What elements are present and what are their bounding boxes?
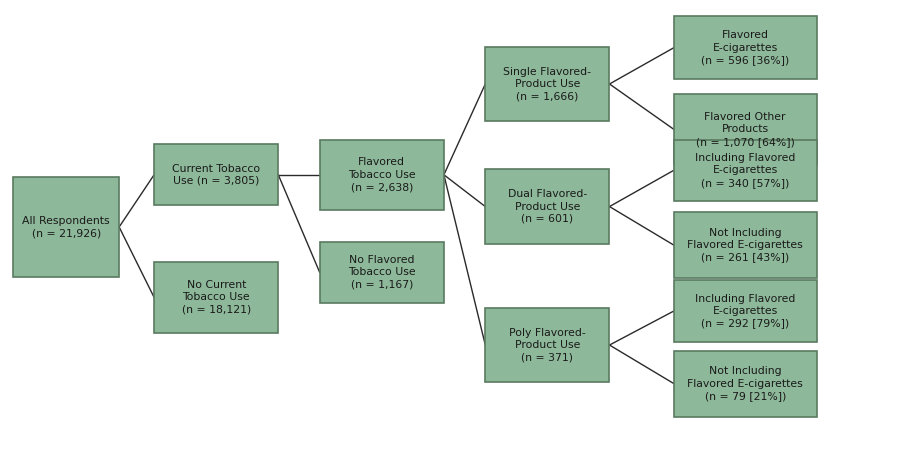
FancyBboxPatch shape [154, 262, 278, 332]
Text: Flavored
E-cigarettes
(n = 596 [36%]): Flavored E-cigarettes (n = 596 [36%]) [700, 30, 789, 65]
FancyBboxPatch shape [674, 280, 816, 341]
FancyBboxPatch shape [320, 140, 444, 210]
FancyBboxPatch shape [13, 177, 119, 277]
Text: Flavored Other
Products
(n = 1,070 [64%]): Flavored Other Products (n = 1,070 [64%]… [695, 112, 794, 147]
Text: Not Including
Flavored E-cigarettes
(n = 79 [21%]): Not Including Flavored E-cigarettes (n =… [686, 366, 802, 401]
FancyBboxPatch shape [674, 16, 816, 79]
FancyBboxPatch shape [674, 94, 816, 165]
Text: All Respondents
(n = 21,926): All Respondents (n = 21,926) [22, 216, 110, 238]
Text: Including Flavored
E-cigarettes
(n = 292 [79%]): Including Flavored E-cigarettes (n = 292… [694, 294, 795, 328]
Text: No Current
Tobacco Use
(n = 18,121): No Current Tobacco Use (n = 18,121) [181, 280, 251, 315]
Text: Poly Flavored-
Product Use
(n = 371): Poly Flavored- Product Use (n = 371) [508, 328, 585, 362]
Text: Including Flavored
E-cigarettes
(n = 340 [57%]): Including Flavored E-cigarettes (n = 340… [694, 153, 795, 188]
FancyBboxPatch shape [674, 140, 816, 201]
FancyBboxPatch shape [485, 46, 608, 122]
Text: Single Flavored-
Product Use
(n = 1,666): Single Flavored- Product Use (n = 1,666) [503, 67, 591, 101]
Text: Not Including
Flavored E-cigarettes
(n = 261 [43%]): Not Including Flavored E-cigarettes (n =… [686, 228, 802, 262]
Text: Dual Flavored-
Product Use
(n = 601): Dual Flavored- Product Use (n = 601) [507, 189, 586, 224]
FancyBboxPatch shape [674, 212, 816, 278]
FancyBboxPatch shape [485, 169, 608, 244]
FancyBboxPatch shape [485, 308, 608, 382]
FancyBboxPatch shape [320, 242, 444, 303]
FancyBboxPatch shape [154, 144, 278, 205]
Text: Flavored
Tobacco Use
(n = 2,638): Flavored Tobacco Use (n = 2,638) [347, 158, 415, 192]
Text: Current Tobacco
Use (n = 3,805): Current Tobacco Use (n = 3,805) [172, 163, 260, 186]
Text: No Flavored
Tobacco Use
(n = 1,167): No Flavored Tobacco Use (n = 1,167) [347, 255, 415, 290]
FancyBboxPatch shape [674, 350, 816, 417]
